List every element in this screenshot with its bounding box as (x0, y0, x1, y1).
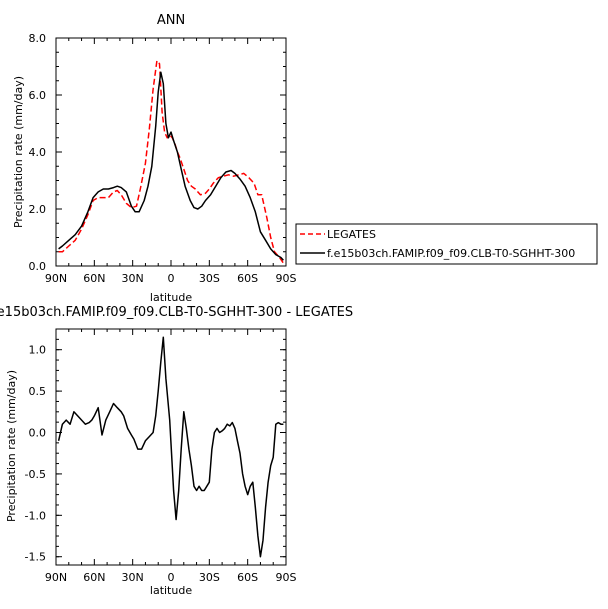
bottom-chart-title: f.e15b03ch.FAMIP.f09_f09.CLB-T0-SGHHT-30… (0, 305, 353, 320)
top-plot-frame (56, 38, 286, 266)
top-x-tick-label: 60S (237, 272, 258, 285)
bottom-y-tick-label: -0.5 (25, 468, 46, 481)
top-y-tick-label: 4.0 (29, 146, 47, 159)
top-y-tick-label: 6.0 (29, 89, 47, 102)
top-series-group (59, 61, 284, 263)
bottom-x-tick-label: 90N (45, 571, 67, 584)
top-y-tick-label: 0.0 (29, 260, 47, 273)
top-x-tick-label: 30N (122, 272, 144, 285)
legend-model-label: f.e15b03ch.FAMIP.f09_f09.CLB-T0-SGHHT-30… (327, 247, 575, 260)
top-series-line-0 (59, 61, 284, 263)
bottom-panel: f.e15b03ch.FAMIP.f09_f09.CLB-T0-SGHHT-30… (0, 305, 353, 597)
top-x-tick-label: 0 (168, 272, 175, 285)
top-x-tick-label: 90S (276, 272, 297, 285)
top-x-tick-label: 60N (83, 272, 105, 285)
bottom-x-tick-label: 60N (83, 571, 105, 584)
top-y-tick-label: 8.0 (29, 32, 47, 45)
top-x-tick-label: 30S (199, 272, 220, 285)
legend-legates-label: LEGATES (327, 228, 376, 241)
legend: LEGATES f.e15b03ch.FAMIP.f09_f09.CLB-T0-… (296, 224, 597, 264)
top-y-axis-label: Precipitation rate (mm/day) (12, 76, 25, 228)
top-panel: ANN Precipitation rate (mm/day) latitude… (12, 13, 297, 304)
bottom-y-tick-label: 0.0 (29, 427, 47, 440)
bottom-x-tick-label: 60S (237, 571, 258, 584)
bottom-series-group (59, 337, 284, 556)
top-series-line-1 (59, 72, 284, 260)
bottom-y-tick-label: 0.5 (29, 385, 47, 398)
bottom-y-tick-label: -1.0 (25, 509, 46, 522)
bottom-x-axis-label: latitude (150, 584, 192, 597)
bottom-y-axis-label: Precipitation rate (mm/day) (5, 370, 18, 522)
bottom-x-tick-label: 90S (276, 571, 297, 584)
top-x-tick-label: 90N (45, 272, 67, 285)
bottom-x-tick-label: 30S (199, 571, 220, 584)
bottom-x-tick-label: 0 (168, 571, 175, 584)
bottom-series-line-0 (59, 337, 284, 556)
bottom-x-tick-label: 30N (122, 571, 144, 584)
bottom-y-tick-label: -1.5 (25, 551, 46, 564)
top-y-tick-label: 2.0 (29, 203, 47, 216)
bottom-y-tick-label: 1.0 (29, 344, 47, 357)
top-chart-title: ANN (157, 13, 185, 28)
top-x-axis-label: latitude (150, 291, 192, 304)
